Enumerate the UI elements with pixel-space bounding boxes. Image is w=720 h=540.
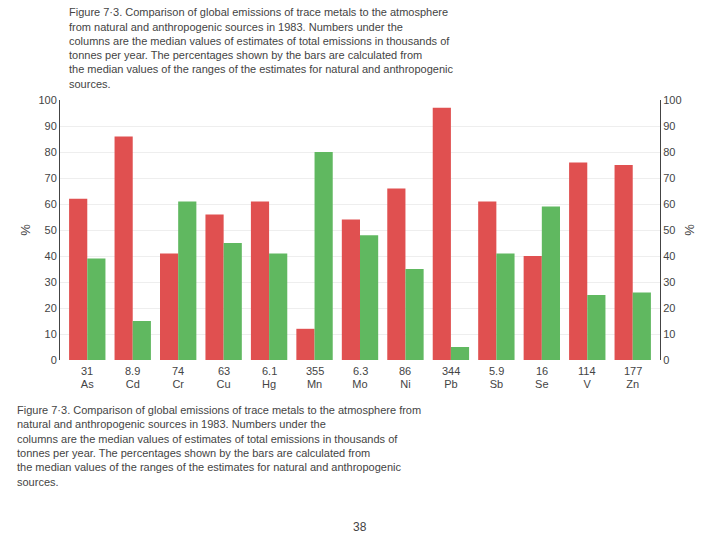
svg-text:20: 20	[663, 302, 675, 314]
svg-text:Figure 7·3. Comparison of glob: Figure 7·3. Comparison of global emissio…	[69, 6, 454, 90]
svg-text:31: 31	[81, 365, 93, 377]
svg-text:V: V	[584, 378, 592, 390]
svg-text:Hg: Hg	[262, 378, 276, 390]
svg-text:Cd: Cd	[126, 378, 140, 390]
svg-text:40: 40	[663, 250, 675, 262]
svg-text:114: 114	[578, 365, 596, 377]
svg-text:As: As	[81, 378, 94, 390]
svg-text:60: 60	[663, 198, 675, 210]
svg-text:5.9: 5.9	[489, 365, 504, 377]
svg-text:Mn: Mn	[307, 378, 322, 390]
svg-text:30: 30	[663, 276, 675, 288]
svg-text:100: 100	[663, 94, 681, 106]
svg-text:40: 40	[45, 250, 57, 262]
svg-text:38: 38	[353, 520, 367, 534]
svg-text:Cr: Cr	[172, 378, 184, 390]
svg-text:Pb: Pb	[444, 378, 457, 390]
svg-text:Sb: Sb	[490, 378, 503, 390]
svg-text:30: 30	[45, 276, 57, 288]
svg-text:344: 344	[442, 365, 460, 377]
svg-text:50: 50	[45, 224, 57, 236]
svg-text:63: 63	[218, 365, 230, 377]
svg-text:355: 355	[306, 365, 324, 377]
svg-text:20: 20	[45, 302, 57, 314]
svg-text:50: 50	[663, 224, 675, 236]
svg-text:90: 90	[45, 120, 57, 132]
svg-text:80: 80	[663, 146, 675, 158]
svg-text:0: 0	[51, 354, 57, 366]
svg-text:60: 60	[45, 198, 57, 210]
svg-text:6.3: 6.3	[353, 365, 368, 377]
svg-text:6.1: 6.1	[262, 365, 277, 377]
svg-text:8.9: 8.9	[125, 365, 140, 377]
svg-text:%: %	[682, 224, 697, 236]
svg-text:Se: Se	[535, 378, 548, 390]
svg-text:10: 10	[45, 328, 57, 340]
svg-text:0: 0	[663, 354, 669, 366]
svg-text:Mo: Mo	[352, 378, 367, 390]
svg-text:100: 100	[38, 94, 56, 106]
svg-text:90: 90	[663, 120, 675, 132]
svg-text:86: 86	[399, 365, 411, 377]
svg-text:70: 70	[663, 172, 675, 184]
svg-text:74: 74	[172, 365, 184, 377]
svg-text:70: 70	[45, 172, 57, 184]
svg-text:80: 80	[45, 146, 57, 158]
svg-text:Ni: Ni	[400, 378, 410, 390]
svg-text:16: 16	[536, 365, 548, 377]
svg-text:Cu: Cu	[217, 378, 231, 390]
svg-text:Figure 7·3. Comparison of glob: Figure 7·3. Comparison of global emissio…	[17, 404, 421, 488]
svg-text:177: 177	[624, 365, 642, 377]
svg-text:10: 10	[663, 328, 675, 340]
svg-text:%: %	[18, 224, 33, 236]
svg-text:Zn: Zn	[626, 378, 639, 390]
